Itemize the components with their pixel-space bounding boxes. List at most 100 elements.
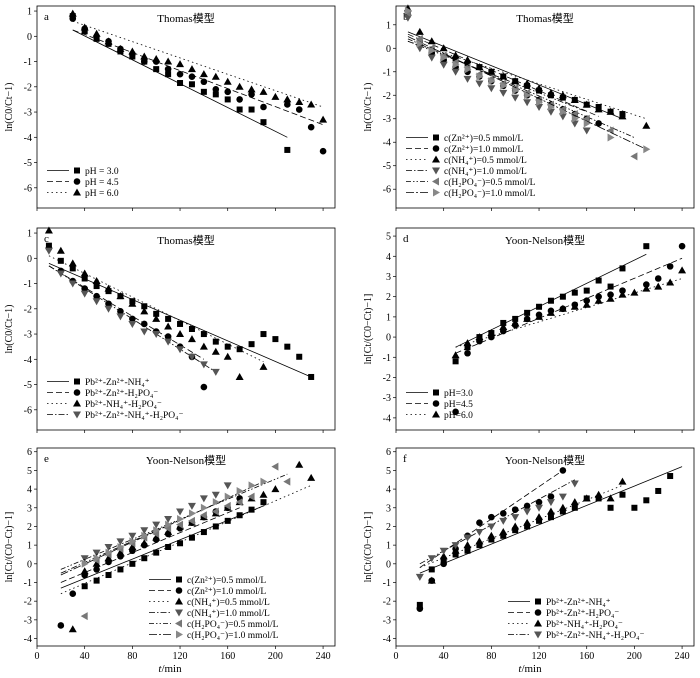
data-point [200, 78, 208, 86]
fit-line [407, 40, 647, 120]
data-point [272, 336, 279, 343]
data-point [117, 543, 125, 551]
data-point [619, 287, 626, 294]
y-tick-label: 4 [386, 252, 391, 263]
data-point [618, 112, 627, 120]
legend-label: pH=3.0 [444, 389, 473, 399]
data-point [654, 282, 663, 290]
data-point [559, 508, 566, 515]
data-point [416, 605, 424, 612]
legend-label: c(Zn²⁺)=0.5 mmol/L [444, 133, 523, 144]
series-3 [68, 9, 328, 123]
y-tick-label: 1 [386, 541, 391, 552]
data-point [200, 88, 207, 95]
y-tick-label: 4 [386, 485, 391, 496]
data-point [81, 285, 88, 292]
data-point [128, 320, 137, 328]
data-point [476, 519, 483, 527]
data-point [80, 567, 89, 575]
x-tick-label: 200 [627, 651, 642, 662]
data-point [153, 66, 160, 73]
panel-d: -4 -3 -2 -1 0 1 2 3 4 5 ln[Ct/(C0−Ct)−1] Yoon-Nelso… [363, 227, 695, 433]
plot-frame [36, 227, 336, 431]
data-point [427, 54, 436, 62]
data-point [451, 351, 460, 359]
panel-a: -6 -5 -4 -3 -2 -1 0 1 ln(C0/Ct−1) Thomas模型 a pH = 3… [4, 5, 336, 211]
data-point [152, 314, 161, 322]
x-tick-label: 200 [268, 651, 283, 662]
data-point [595, 293, 602, 300]
y-tick-label: 6 [386, 447, 391, 458]
data-point [678, 266, 687, 274]
plot-frame [36, 5, 336, 209]
data-point [463, 339, 472, 347]
y-tick-label: -4 [383, 138, 391, 149]
legend-marker [534, 631, 542, 639]
data-point [295, 460, 304, 468]
data-point [524, 91, 532, 100]
legend-marker [73, 188, 81, 196]
data-point [535, 513, 544, 521]
data-point [259, 362, 268, 370]
panel-e: 0 40 80 120 160 200 240 -4 -3 -2 -1 0 1 2 3 4 5 6 ln[Ct/(C… [4, 447, 336, 662]
data-point [558, 503, 567, 511]
data-point [571, 504, 578, 511]
fit-line [60, 473, 288, 570]
data-point [224, 343, 231, 350]
data-point [223, 482, 232, 490]
legend-label: Pb²⁺-Zn²⁺-NH₄⁺ [546, 598, 611, 608]
data-point [248, 341, 255, 348]
data-point [464, 344, 471, 351]
legend: pH = 3.0pH = 4.5pH = 6.0 [47, 167, 119, 199]
legend-marker [175, 597, 183, 605]
legend-marker [74, 167, 80, 174]
legend-label: c(H₂PO₄⁻)=0.5 mmol/L [187, 619, 279, 630]
legend: c(Zn²⁺)=0.5 mmol/Lc(Zn²⁺)=1.0 mmol/Lc(NH… [406, 133, 536, 199]
series-1 [45, 242, 315, 380]
data-point [164, 322, 173, 330]
data-point [666, 278, 675, 286]
data-point [105, 548, 113, 557]
data-point [188, 81, 195, 88]
data-point [211, 507, 219, 516]
y-tick-label: 1 [386, 312, 391, 323]
data-point [56, 246, 65, 254]
legend-marker [433, 188, 440, 197]
data-point [654, 275, 662, 282]
series-2 [69, 15, 327, 155]
data-point [295, 106, 303, 113]
data-point [235, 82, 244, 90]
data-point [546, 507, 555, 515]
data-point [165, 315, 172, 322]
data-point [177, 320, 184, 327]
data-point [631, 504, 638, 511]
data-point [416, 39, 424, 48]
series-4 [415, 479, 579, 581]
data-point [188, 509, 196, 518]
data-point [499, 528, 508, 536]
panel-letter: e [44, 453, 49, 465]
data-point [69, 265, 76, 272]
data-point [535, 504, 544, 512]
y-tick-label: 6 [27, 447, 32, 458]
plot-frame [36, 447, 336, 647]
data-point [188, 534, 195, 541]
y-tick-label: -1 [24, 57, 32, 68]
legend-marker [432, 145, 440, 152]
legend-label: pH=6.0 [444, 411, 473, 421]
data-point [415, 573, 424, 581]
data-point [536, 98, 544, 107]
legend-marker [432, 167, 440, 175]
data-point [69, 15, 77, 22]
legend-label: Pb²⁺-Zn²⁺-H₂PO₄⁻ [85, 389, 158, 399]
data-point [535, 104, 544, 111]
data-point [582, 127, 591, 135]
legend-label: pH = 3.0 [85, 167, 119, 177]
data-point [236, 106, 243, 113]
data-point [523, 502, 531, 510]
data-point [547, 297, 554, 304]
data-point [582, 100, 591, 108]
y-tick-label: -5 [383, 161, 391, 172]
data-point [176, 60, 185, 68]
